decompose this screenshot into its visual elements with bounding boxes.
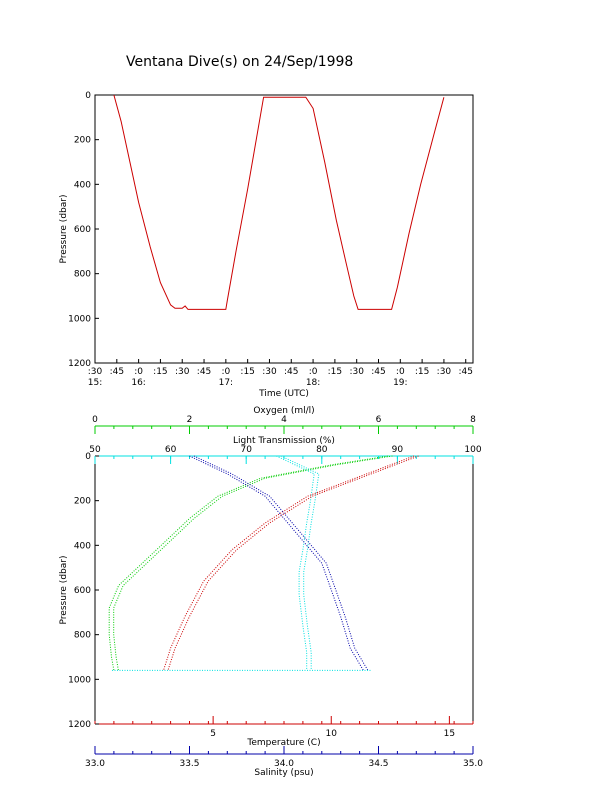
bottom-y-tick-label: 800 (74, 631, 91, 641)
oxygen-profile-line (108, 455, 388, 671)
top-x-hour-label: 17: (219, 378, 233, 388)
bottom-y-axis: 0 200 400 600 800 1000 1200 (68, 452, 99, 730)
axis-tick-label: 4 (281, 415, 287, 425)
axis-tick-label: 34.5 (368, 759, 388, 769)
axis-tick-label: 33.0 (85, 759, 105, 769)
chart-title: Ventana Dive(s) on 24/Sep/1998 (126, 54, 353, 70)
top-x-tick-label: :0 (221, 367, 230, 377)
top-x-axis: :3015::45:016::15:30:45:017::15:30:45:01… (88, 359, 473, 388)
pressure-series-line (113, 94, 445, 310)
top-x-tick-label: :15 (328, 367, 342, 377)
transmission-axis-label: Light Transmission (%) (233, 436, 335, 446)
axis-tick-label: 70 (240, 445, 252, 455)
top-x-hour-label: 18: (306, 378, 320, 388)
salinity-profile-line (193, 455, 369, 671)
top-x-tick-label: :0 (134, 367, 143, 377)
axis-tick-label: 2 (187, 415, 193, 425)
top-x-hour-label: 15: (88, 378, 102, 388)
bottom-x-axes: 0 2 4 6 8 50 60 70 80 90 100 5 10 15 33.0 33.5 34.0 34.5 3… (85, 415, 483, 769)
temperature-profile-line (167, 455, 419, 671)
axis-tick-label: 33.5 (179, 759, 199, 769)
bottom-y-tick-label: 0 (85, 452, 91, 462)
axis-tick-label: 15 (444, 729, 455, 739)
salinity-axis-label: Salinity (psu) (254, 768, 313, 778)
top-y-axis: 0 200 400 600 800 1000 1200 (68, 91, 99, 369)
axis-tick-label: 34.0 (274, 759, 294, 769)
top-x-hour-label: 19: (393, 378, 407, 388)
top-y-tick-label: 0 (85, 91, 91, 101)
top-x-axis-label: Time (UTC) (258, 389, 309, 399)
axis-tick-label: 100 (464, 445, 481, 455)
axis-tick-label: 50 (89, 445, 101, 455)
axis-tick-label: 5 (210, 729, 216, 739)
bottom-y-tick-label: 400 (74, 541, 91, 551)
axis-tick-label: 0 (92, 415, 98, 425)
axis-tick-label: 35.0 (463, 759, 483, 769)
bottom-y-axis-label: Pressure (dbar) (59, 556, 69, 625)
profile-series (108, 455, 419, 671)
top-x-tick-label: :15 (153, 367, 167, 377)
top-x-tick-label: :30 (88, 367, 103, 377)
top-x-tick-label: :30 (175, 367, 190, 377)
top-y-axis-label: Pressure (dbar) (59, 195, 69, 264)
top-x-tick-label: :30 (437, 367, 452, 377)
transmission-profile-line (280, 455, 320, 671)
top-y-tick-label: 600 (74, 225, 91, 235)
axis-tick-label: 90 (392, 445, 404, 455)
top-x-tick-label: :30 (262, 367, 277, 377)
axis-tick-label: 8 (470, 415, 476, 425)
salinity-profile-line (189, 455, 364, 671)
axis-tick-label: 6 (376, 415, 382, 425)
bottom-y-tick-label: 1000 (68, 675, 91, 685)
transmission-profile-line (276, 455, 315, 671)
oxygen-profile-line (113, 455, 393, 671)
top-plot-frame (94, 94, 474, 364)
temperature-axis-label: Temperature (C) (246, 738, 320, 748)
top-y-tick-label: 800 (74, 270, 91, 280)
top-y-tick-label: 400 (74, 180, 91, 190)
top-x-tick-label: :0 (396, 367, 405, 377)
bottom-y-tick-label: 600 (74, 586, 91, 596)
temperature-profile-line (163, 455, 415, 671)
top-x-hour-label: 16: (131, 378, 145, 388)
axis-tick-label: 80 (316, 445, 328, 455)
axis-tick-label: 60 (165, 445, 177, 455)
top-x-tick-label: :45 (284, 367, 298, 377)
top-x-tick-label: :0 (309, 367, 318, 377)
top-y-tick-label: 200 (74, 136, 91, 146)
top-x-tick-label: :30 (349, 367, 364, 377)
top-x-tick-label: :45 (197, 367, 211, 377)
top-y-tick-label: 1000 (68, 314, 91, 324)
top-x-tick-label: :45 (110, 367, 124, 377)
bottom-y-tick-label: 200 (74, 497, 91, 507)
top-x-tick-label: :15 (240, 367, 254, 377)
top-y-tick-label: 1200 (68, 359, 91, 369)
axis-tick-label: 10 (326, 729, 338, 739)
oxygen-axis-label: Oxygen (ml/l) (253, 406, 314, 416)
bottom-y-tick-label: 1200 (68, 720, 91, 730)
top-x-tick-label: :45 (371, 367, 385, 377)
top-x-tick-label: :45 (458, 367, 472, 377)
top-x-tick-label: :15 (415, 367, 429, 377)
